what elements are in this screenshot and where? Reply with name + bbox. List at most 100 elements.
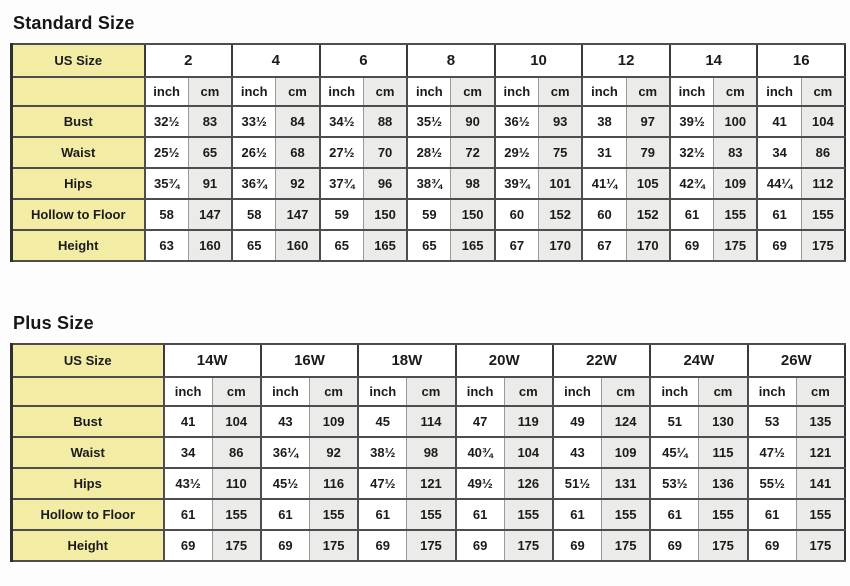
value-cell-inch: 60	[581, 198, 627, 231]
value-cell-cm: 65	[187, 136, 233, 169]
row-label-cell: Bust	[11, 405, 164, 438]
value-cell-cm: 175	[211, 529, 262, 562]
value-cell-inch: 47	[454, 405, 505, 438]
unit-header-cell-inch: inch	[493, 76, 540, 107]
value-cell-inch: 35¾	[143, 167, 189, 200]
row-label-cell: Hollow to Floor	[11, 498, 164, 531]
value-cell-inch: 69	[454, 529, 505, 562]
value-cell-cm: 104	[503, 436, 554, 469]
value-cell-inch: 61	[162, 498, 213, 531]
value-cell-inch: 61	[756, 198, 802, 231]
value-cell-inch: 63	[143, 229, 189, 262]
unit-header-cell-inch: inch	[259, 376, 311, 407]
value-cell-inch: 61	[649, 498, 700, 531]
size-header-cell: 16W	[259, 343, 359, 378]
value-cell-cm: 124	[601, 405, 651, 438]
value-cell-cm: 98	[450, 167, 496, 200]
value-cell-cm: 90	[450, 105, 496, 138]
measurement-row: Height 69 175 69 175 69 175 69 175 69 175 69 175 69 17…	[11, 529, 846, 562]
value-cell-inch: 51	[649, 405, 700, 438]
value-cell-inch: 53	[746, 405, 797, 438]
value-cell-inch: 61	[551, 498, 603, 531]
blank-header-cell	[11, 376, 164, 407]
value-cell-inch: 69	[756, 229, 802, 262]
row-label-cell: Waist	[11, 436, 164, 469]
value-cell-inch: 65	[406, 229, 452, 262]
row-label-cell: Bust	[11, 105, 145, 138]
value-cell-cm: 116	[309, 467, 359, 500]
value-cell-inch: 67	[493, 229, 540, 262]
measurement-row: Bust 41 104 43 109 45 114 47 119 49 124 51 130 53 135	[11, 405, 846, 438]
unit-header-cell-inch: inch	[746, 376, 797, 407]
value-cell-inch: 49	[551, 405, 603, 438]
unit-header-cell-cm: cm	[795, 376, 846, 407]
value-cell-cm: 175	[601, 529, 651, 562]
value-cell-cm: 68	[275, 136, 321, 169]
size-header-cell: 2	[143, 43, 233, 78]
value-cell-cm: 155	[713, 198, 758, 231]
value-cell-cm: 79	[625, 136, 671, 169]
unit-header-cell-cm: cm	[625, 76, 671, 107]
row-label-cell: Height	[11, 229, 145, 262]
standard-size-section: Standard Size US Size 2 4 6 8 10 12 14 16 inch cm i…	[10, 12, 846, 262]
value-cell-cm: 150	[450, 198, 496, 231]
value-cell-cm: 160	[187, 229, 233, 262]
value-cell-inch: 31	[581, 136, 627, 169]
measurement-row: Bust 32½ 83 33½ 84 34½ 88 35½ 90 36½ 93 38 97 39½ 100 4…	[11, 105, 846, 138]
value-cell-inch: 69	[668, 229, 715, 262]
value-cell-cm: 150	[362, 198, 408, 231]
unit-header-cell-inch: inch	[162, 376, 213, 407]
value-cell-inch: 25½	[143, 136, 189, 169]
size-header-cell: 8	[406, 43, 496, 78]
value-cell-cm: 112	[800, 167, 846, 200]
value-cell-cm: 104	[211, 405, 262, 438]
unit-header-cell-inch: inch	[649, 376, 700, 407]
row-label-cell: Hips	[11, 467, 164, 500]
value-cell-inch: 41¼	[581, 167, 627, 200]
unit-header-row: inch cm inch cm inch cm inch cm inch cm inch cm inch…	[11, 76, 846, 107]
value-cell-cm: 155	[698, 498, 749, 531]
value-cell-cm: 96	[362, 167, 408, 200]
value-cell-cm: 86	[800, 136, 846, 169]
value-cell-inch: 69	[162, 529, 213, 562]
value-cell-inch: 69	[746, 529, 797, 562]
value-cell-cm: 109	[601, 436, 651, 469]
size-header-cell: 4	[231, 43, 321, 78]
size-header-cell: 14W	[162, 343, 262, 378]
size-header-row: US Size 14W 16W 18W 20W 22W 24W 26W	[11, 343, 846, 378]
unit-header-cell-cm: cm	[713, 76, 758, 107]
unit-header-cell-inch: inch	[231, 76, 277, 107]
value-cell-inch: 33½	[231, 105, 277, 138]
measurement-row: Height 63 160 65 160 65 165 65 165 67 170 67 170 69 17…	[11, 229, 846, 262]
plus-size-title: Plus Size	[13, 313, 94, 333]
value-cell-cm: 147	[187, 198, 233, 231]
value-cell-cm: 98	[406, 436, 457, 469]
value-cell-cm: 155	[503, 498, 554, 531]
unit-header-cell-cm: cm	[362, 76, 408, 107]
plus-size-table: US Size 14W 16W 18W 20W 22W 24W 26W inch cm inch cm…	[10, 343, 846, 562]
value-cell-inch: 60	[493, 198, 540, 231]
size-header-row: US Size 2 4 6 8 10 12 14 16	[11, 43, 846, 78]
value-cell-cm: 84	[275, 105, 321, 138]
value-cell-cm: 175	[698, 529, 749, 562]
value-cell-inch: 45½	[259, 467, 311, 500]
value-cell-inch: 61	[357, 498, 408, 531]
value-cell-cm: 175	[713, 229, 758, 262]
value-cell-cm: 93	[538, 105, 583, 138]
value-cell-cm: 147	[275, 198, 321, 231]
value-cell-inch: 61	[668, 198, 715, 231]
value-cell-inch: 61	[454, 498, 505, 531]
value-cell-cm: 115	[698, 436, 749, 469]
value-cell-inch: 45	[357, 405, 408, 438]
value-cell-cm: 136	[698, 467, 749, 500]
value-cell-inch: 38	[581, 105, 627, 138]
value-cell-inch: 28½	[406, 136, 452, 169]
value-cell-cm: 75	[538, 136, 583, 169]
unit-header-cell-inch: inch	[551, 376, 603, 407]
value-cell-inch: 34	[756, 136, 802, 169]
value-cell-cm: 83	[713, 136, 758, 169]
corner-cell: US Size	[11, 43, 145, 78]
value-cell-cm: 88	[362, 105, 408, 138]
value-cell-cm: 155	[309, 498, 359, 531]
value-cell-cm: 135	[795, 405, 846, 438]
